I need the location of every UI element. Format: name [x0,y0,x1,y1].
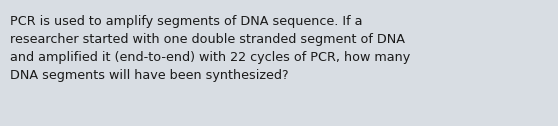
Text: PCR is used to amplify segments of DNA sequence. If a
researcher started with on: PCR is used to amplify segments of DNA s… [10,15,410,82]
